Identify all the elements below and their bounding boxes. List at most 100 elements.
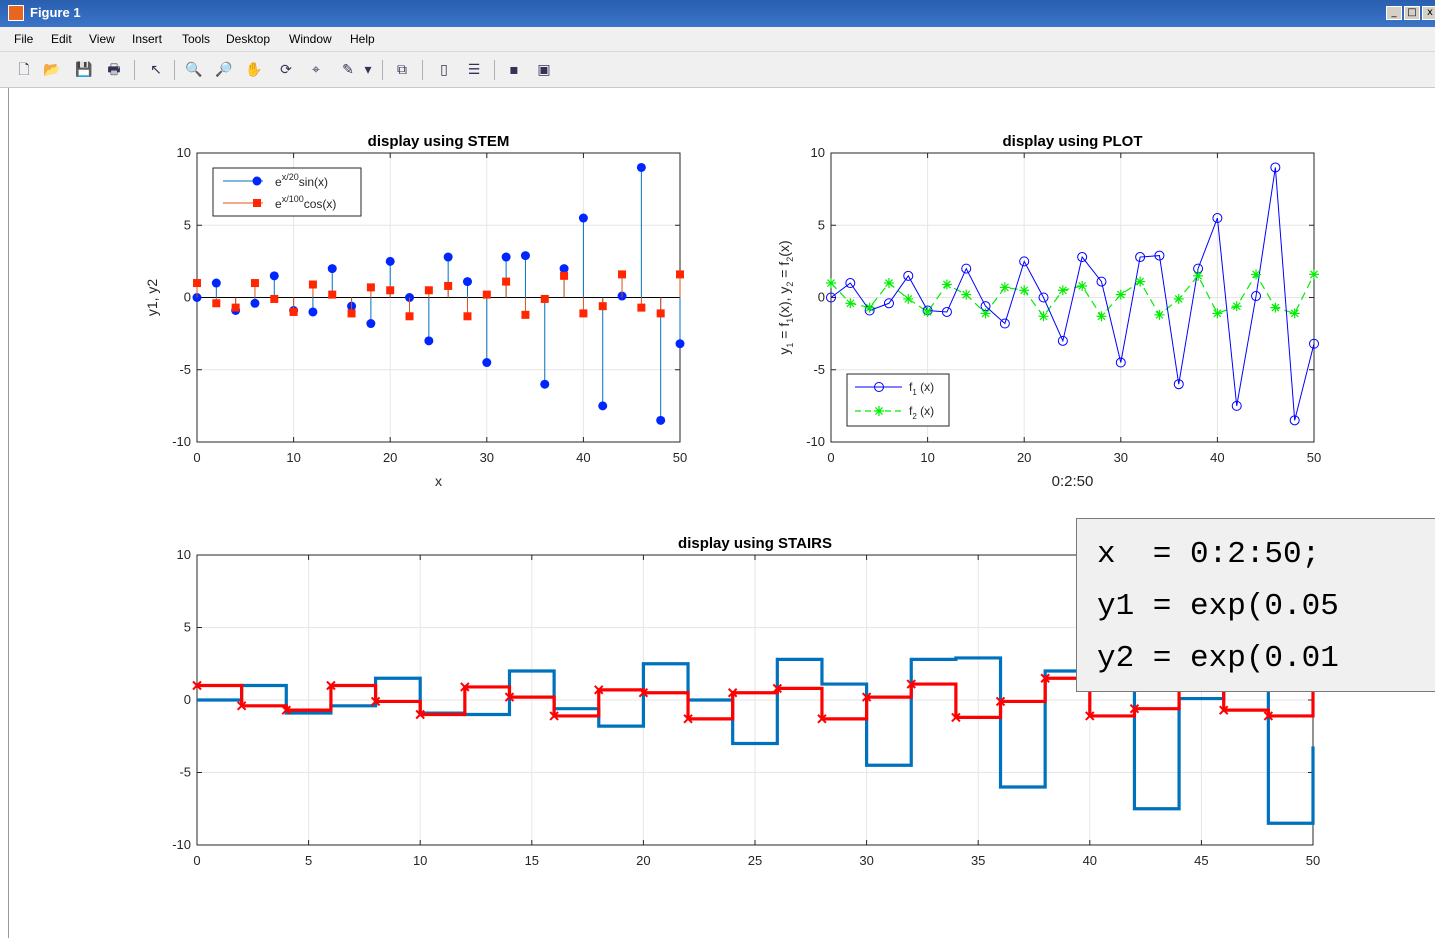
- series-1-marker: [1251, 291, 1262, 302]
- series-2-marker: [1019, 285, 1030, 296]
- star-marker-stroke: [1252, 270, 1260, 279]
- stairs-marker: [995, 696, 1006, 707]
- star-marker-stroke: [1020, 286, 1029, 295]
- brush-dropdown-icon[interactable]: ▾: [364, 62, 372, 78]
- series-2-marker: [999, 282, 1010, 293]
- close-button[interactable]: x: [1422, 6, 1435, 20]
- x-marker-stroke: [727, 688, 738, 698]
- stem-marker-circle: [250, 298, 260, 308]
- series-2-marker: [845, 298, 856, 309]
- menu-edit[interactable]: Edit: [51, 32, 72, 46]
- code-annotation-box[interactable]: x = 0:2:50; y1 = exp(0.05 y2 = exp(0.01: [1076, 518, 1435, 692]
- menu-help[interactable]: Help: [350, 32, 375, 46]
- stem-marker-square: [463, 312, 472, 321]
- legend-box: [212, 167, 362, 217]
- legend-icon[interactable]: ☰: [467, 62, 481, 78]
- x-tick-label: 25: [748, 853, 762, 868]
- figure-toolbar: 🗋 📂 💾 🖶 ↖ 🔍 🔎 ✋ ⟳ ⌖ ✎ ▾ ⧉ ▯ ☰ ▪ ▣: [0, 52, 1435, 88]
- show-plot-tools-icon[interactable]: ▣: [537, 62, 551, 78]
- open-file-icon[interactable]: 📂: [43, 62, 61, 78]
- x-axis-label: x: [435, 473, 442, 489]
- legend-label-2: f2 (x): [909, 404, 934, 421]
- minimize-button[interactable]: _: [1386, 6, 1402, 20]
- link-plot-icon[interactable]: ⧉: [397, 62, 407, 78]
- window-titlebar[interactable]: Figure 1 _ □ x: [0, 0, 1435, 27]
- stem-marker-square: [289, 307, 298, 316]
- series-1-line: [830, 167, 1315, 421]
- y-tick-label: -5: [179, 362, 191, 377]
- colorbar-icon[interactable]: ▯: [440, 62, 448, 78]
- series-2-marker: [864, 302, 875, 313]
- data-cursor-icon[interactable]: ⌖: [312, 62, 320, 78]
- star-marker-stroke: [1078, 281, 1087, 290]
- x-tick-label: 50: [1307, 450, 1321, 465]
- series-1-marker: [1231, 400, 1242, 411]
- y-tick-label: -5: [179, 765, 191, 780]
- series-1-marker: [1096, 276, 1107, 287]
- print-icon[interactable]: 🖶: [107, 62, 121, 78]
- stem-marker-circle: [598, 401, 608, 411]
- stem-marker-circle: [211, 278, 221, 288]
- x-tick-label: 30: [480, 450, 494, 465]
- zoom-out-icon[interactable]: 🔎: [215, 62, 233, 78]
- stem-marker-circle: [462, 277, 472, 287]
- x-tick-label: 45: [1194, 853, 1208, 868]
- series-1-marker: [1309, 338, 1319, 349]
- stairs-marker: [236, 701, 247, 711]
- stem-marker-square: [676, 270, 684, 279]
- save-icon[interactable]: 💾: [75, 62, 93, 78]
- zoom-in-icon[interactable]: 🔍: [185, 62, 203, 78]
- series-1-marker: [1115, 357, 1126, 368]
- star-marker-stroke: [962, 290, 971, 299]
- menu-view[interactable]: View: [89, 32, 115, 46]
- star-marker-stroke: [1194, 271, 1203, 280]
- stem-marker-square: [212, 299, 221, 308]
- menu-insert[interactable]: Insert: [132, 32, 163, 46]
- x-marker-stroke: [906, 679, 916, 689]
- legend-marker-1: [252, 176, 262, 186]
- hide-plot-tools-icon[interactable]: ▪: [509, 62, 519, 78]
- series-2-marker: [1251, 269, 1262, 280]
- edit-plot-arrow-icon[interactable]: ↖: [150, 62, 162, 78]
- menu-desktop[interactable]: Desktop: [226, 32, 271, 46]
- menu-window[interactable]: Window: [289, 32, 332, 46]
- series-1-marker: [826, 292, 836, 303]
- y-tick-label: 10: [811, 145, 825, 160]
- stem-marker-square: [560, 271, 569, 280]
- rotate-3d-icon[interactable]: ⟳: [280, 62, 292, 78]
- x-marker-stroke: [326, 680, 336, 691]
- series-1-marker: [1289, 415, 1300, 426]
- x-marker-stroke: [995, 696, 1006, 707]
- series-1-marker: [1038, 292, 1049, 303]
- x-marker-stroke: [460, 682, 470, 692]
- pan-hand-icon[interactable]: ✋: [245, 62, 263, 78]
- chart-title: display using STAIRS: [678, 535, 832, 552]
- brush-icon[interactable]: ✎: [342, 62, 354, 78]
- matlab-icon: [8, 5, 24, 21]
- stairs-marker: [906, 679, 916, 689]
- x-marker-stroke: [1040, 673, 1050, 683]
- series-1-marker: [1212, 213, 1223, 224]
- series-1-marker: [1154, 250, 1165, 261]
- x-tick-label: 35: [971, 853, 985, 868]
- stairs-series-2: [197, 675, 1315, 721]
- x-marker-stroke: [594, 685, 604, 695]
- star-marker-stroke: [885, 279, 893, 288]
- stem-marker-square: [328, 290, 337, 299]
- stairs-marker: [1040, 673, 1050, 683]
- series-2-marker: [1077, 280, 1088, 291]
- new-figure-icon[interactable]: 🗋: [18, 62, 30, 78]
- x-tick-label: 10: [413, 853, 427, 868]
- maximize-button[interactable]: □: [1404, 6, 1420, 20]
- menu-tools[interactable]: Tools: [182, 32, 211, 46]
- star-marker-stroke: [1155, 310, 1164, 319]
- y-axis-label: y1, y2: [144, 279, 160, 317]
- stairs-marker: [594, 685, 604, 695]
- stairs-marker: [415, 709, 425, 720]
- stairs-marker: [326, 680, 336, 691]
- toolbar-separator: [422, 60, 423, 80]
- series-1-marker: [961, 263, 972, 274]
- menu-file[interactable]: File: [14, 32, 34, 46]
- series-2-marker: [1212, 308, 1223, 319]
- series-1-marker: [1270, 162, 1281, 173]
